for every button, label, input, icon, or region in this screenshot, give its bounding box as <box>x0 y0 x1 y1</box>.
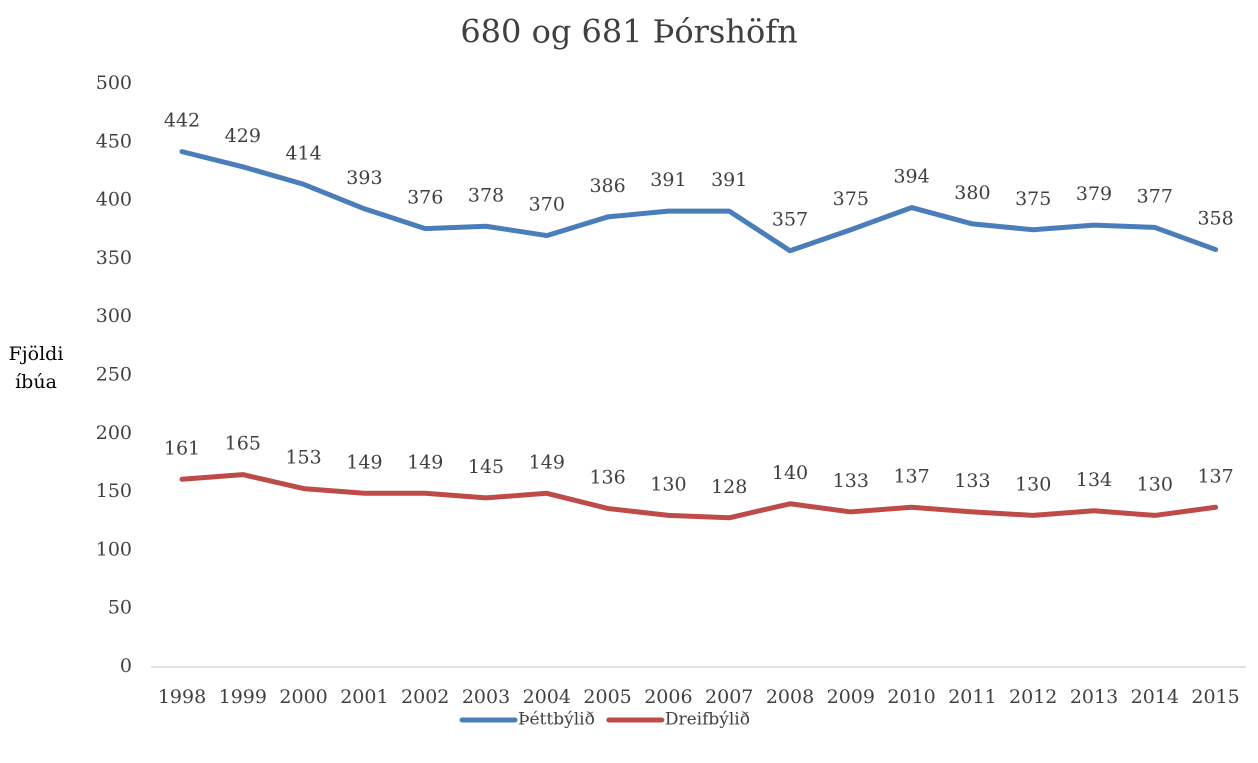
x-tick-label: 2004 <box>523 686 571 708</box>
data-label: 149 <box>529 451 565 473</box>
y-tick-label: 400 <box>96 189 132 211</box>
data-label: 377 <box>1137 185 1173 207</box>
y-tick-label: 50 <box>108 597 132 619</box>
data-label: 376 <box>407 187 443 209</box>
x-tick-label: 2001 <box>340 686 388 708</box>
data-label: 145 <box>468 456 504 478</box>
data-label: 137 <box>1197 465 1233 487</box>
data-label: 357 <box>772 209 808 231</box>
y-tick-label: 200 <box>96 422 132 444</box>
series-line <box>179 472 1219 521</box>
x-tick-label: 2010 <box>887 686 935 708</box>
y-tick-label: 450 <box>96 130 132 152</box>
data-label: 375 <box>1015 188 1051 210</box>
data-label: 149 <box>407 451 443 473</box>
data-label: 394 <box>893 166 929 188</box>
chart-title: 680 og 681 Þórshöfn <box>460 13 797 51</box>
x-tick-label: 2007 <box>705 686 753 708</box>
data-label: 165 <box>225 433 261 455</box>
data-label: 134 <box>1076 469 1112 491</box>
y-tick-label: 100 <box>96 538 132 560</box>
data-label: 149 <box>346 451 382 473</box>
y-axis-label: Fjöldi íbúa <box>8 343 64 393</box>
data-label: 128 <box>711 476 747 498</box>
data-label: 380 <box>954 182 990 204</box>
legend-label: Dreifbýlið <box>665 710 750 730</box>
data-label: 153 <box>285 447 321 469</box>
x-tick-label: 2003 <box>462 686 510 708</box>
data-label: 391 <box>650 169 686 191</box>
legend-label: Þéttbýlið <box>518 710 595 730</box>
data-label: 130 <box>1015 473 1051 495</box>
x-tick-label: 2008 <box>766 686 814 708</box>
data-label: 140 <box>772 462 808 484</box>
data-label: 386 <box>589 175 625 197</box>
x-tick-label: 2005 <box>583 686 631 708</box>
data-label: 358 <box>1197 208 1233 230</box>
y-tick-label: 250 <box>96 364 132 386</box>
y-tick-label: 150 <box>96 480 132 502</box>
y-tick-label: 350 <box>96 247 132 269</box>
data-label: 133 <box>833 470 869 492</box>
x-tick-label: 2006 <box>644 686 692 708</box>
data-label: 442 <box>164 110 200 132</box>
data-label: 136 <box>589 466 625 488</box>
data-label: 375 <box>833 188 869 210</box>
data-label: 370 <box>529 194 565 216</box>
x-tick-label: 2011 <box>948 686 996 708</box>
data-label: 393 <box>346 167 382 189</box>
x-tick-label: 2002 <box>401 686 449 708</box>
data-label: 391 <box>711 169 747 191</box>
data-label: 161 <box>164 437 200 459</box>
y-tick-label: 0 <box>120 655 132 677</box>
data-label: 130 <box>650 473 686 495</box>
data-label: 379 <box>1076 183 1112 205</box>
x-tick-label: 2012 <box>1009 686 1057 708</box>
series-line <box>179 149 1219 254</box>
x-tick-label: 2015 <box>1191 686 1239 708</box>
data-label: 130 <box>1137 473 1173 495</box>
data-label: 414 <box>285 142 321 164</box>
x-tick-label: 1998 <box>158 686 206 708</box>
data-label: 429 <box>225 125 261 147</box>
x-tick-label: 2013 <box>1070 686 1118 708</box>
x-tick-label: 2009 <box>827 686 875 708</box>
y-tick-label: 300 <box>96 305 132 327</box>
x-tick-label: 2014 <box>1131 686 1179 708</box>
data-label: 133 <box>954 470 990 492</box>
x-tick-label: 1999 <box>219 686 267 708</box>
data-label: 137 <box>893 465 929 487</box>
data-label: 378 <box>468 184 504 206</box>
y-tick-label: 500 <box>96 72 132 94</box>
x-tick-label: 2000 <box>279 686 327 708</box>
